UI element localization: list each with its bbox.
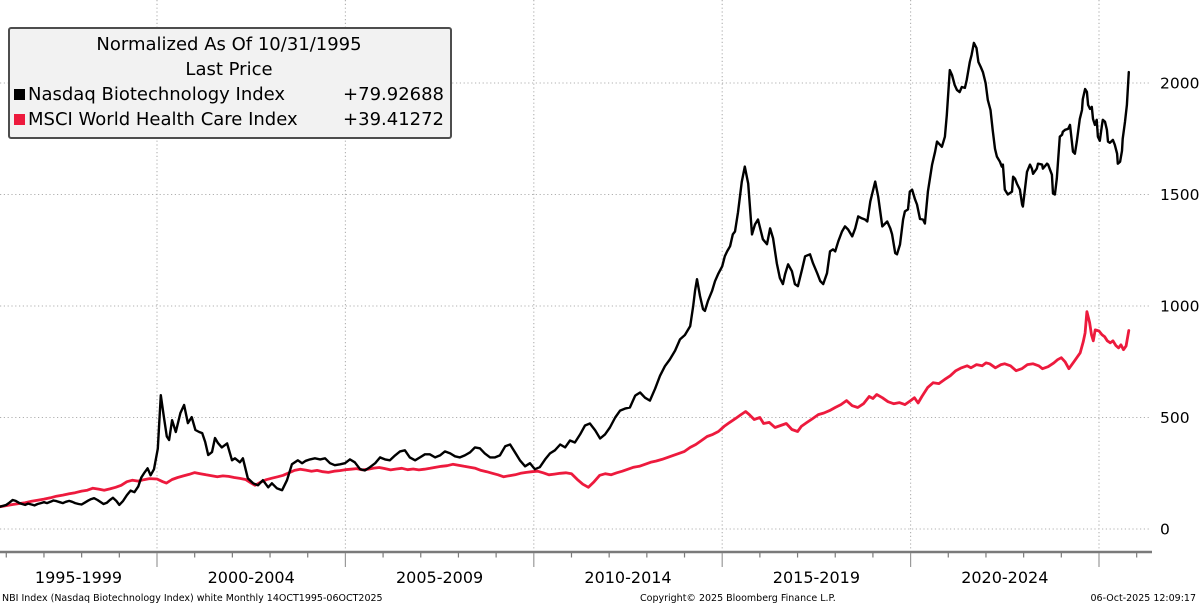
footer-timestamp: 06-Oct-2025 12:09:17	[1090, 593, 1197, 604]
series-line-nasdaq-biotechnology-index	[0, 41, 1131, 508]
legend-series-rows: Nasdaq Biotechnology Index +79.92688 MSCI …	[14, 82, 444, 132]
footer-bar: NBI Index (Nasdaq Biotechnology Index) w…	[0, 592, 1200, 607]
x-category-label-2010-2014: 2010-2014	[584, 568, 671, 587]
legend-series-label: MSCI World Health Care Index	[28, 109, 298, 130]
y-tick-label-1000: 1000	[1160, 298, 1199, 316]
legend-series-value: +79.92688	[343, 84, 444, 105]
y-tick-label-0: 0	[1160, 521, 1170, 539]
x-category-label-1995-1999: 1995-1999	[35, 568, 122, 587]
legend-series-value: +39.41272	[343, 109, 444, 130]
footer-copyright: Copyright© 2025 Bloomberg Finance L.P.	[640, 593, 836, 604]
x-category-label-2020-2024: 2020-2024	[961, 568, 1048, 587]
y-tick-label-500: 500	[1160, 409, 1190, 427]
x-category-label-2000-2004: 2000-2004	[208, 568, 295, 587]
footer-security-description: NBI Index (Nasdaq Biotechnology Index) w…	[2, 593, 383, 604]
x-category-label-2015-2019: 2015-2019	[773, 568, 860, 587]
legend-row-1: MSCI World Health Care Index +39.41272	[14, 107, 444, 132]
legend-swatch-icon	[14, 89, 25, 100]
legend-series-label: Nasdaq Biotechnology Index	[28, 84, 286, 105]
y-tick-label-1500: 1500	[1160, 186, 1199, 204]
legend-box: Normalized As Of 10/31/1995 Last Price N…	[8, 27, 452, 139]
legend-swatch-icon	[14, 114, 25, 125]
series-line-msci-world-health-care-index	[0, 310, 1131, 509]
legend-row-0: Nasdaq Biotechnology Index +79.92688	[14, 82, 444, 107]
y-tick-label-2000: 2000	[1160, 75, 1199, 93]
x-category-label-2005-2009: 2005-2009	[396, 568, 483, 587]
legend-subtitle: Last Price	[185, 59, 273, 80]
legend-title: Normalized As Of 10/31/1995	[96, 34, 362, 55]
